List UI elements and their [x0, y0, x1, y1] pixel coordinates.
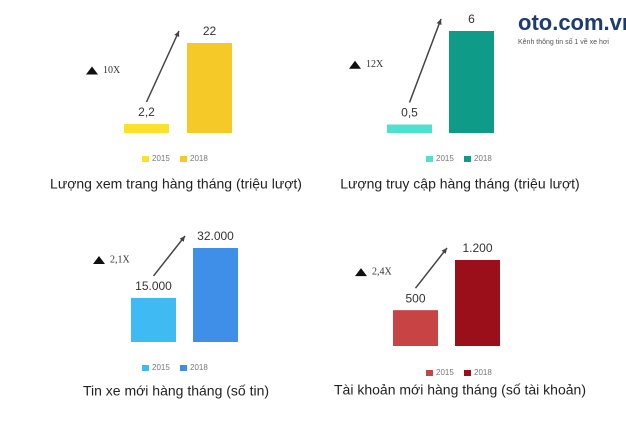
chart-title: Tài khoản mới hàng tháng (số tài khoản) — [334, 382, 586, 398]
legend-label: 2015 — [436, 368, 454, 377]
arrow-head — [436, 19, 442, 25]
arrow-head — [179, 236, 185, 242]
growth-annotation: 2,1X — [110, 254, 131, 265]
legend-label: 2018 — [190, 154, 208, 163]
growth-annotation: 10X — [103, 65, 121, 76]
bar — [131, 297, 176, 342]
logo: oto.com.vn — [518, 10, 626, 35]
arrow — [145, 30, 180, 103]
legend-label: 2018 — [474, 154, 492, 163]
triangle-icon — [86, 66, 98, 75]
chart-title: Lượng truy cập hàng tháng (triệu lượt) — [340, 176, 579, 192]
legend-swatch — [426, 156, 433, 162]
legend-label: 2015 — [436, 154, 454, 163]
value-label: 22 — [203, 24, 217, 38]
legend-swatch — [180, 365, 187, 371]
value-label: 15.000 — [135, 279, 172, 293]
legend-label: 2015 — [152, 363, 170, 372]
legend-swatch — [464, 370, 471, 376]
logo-tagline: Kênh thông tin số 1 về xe hơi — [518, 37, 609, 46]
bar — [455, 260, 500, 346]
bar — [193, 248, 238, 342]
arrow-head — [174, 31, 180, 37]
arrow-head — [441, 248, 447, 254]
legend-swatch — [142, 156, 149, 162]
legend-label: 2018 — [190, 363, 208, 372]
legend-swatch — [464, 156, 471, 162]
growth-annotation: 2,4X — [372, 266, 393, 277]
bar — [124, 124, 169, 133]
arrow — [414, 247, 448, 289]
triangle-icon — [93, 255, 105, 264]
growth-annotation: 12X — [366, 59, 384, 70]
bar — [387, 124, 432, 133]
value-label: 32.000 — [197, 229, 234, 243]
value-label: 0,5 — [401, 106, 418, 120]
bar — [449, 31, 494, 133]
value-label: 6 — [468, 12, 475, 26]
chart-title: Tin xe mới hàng tháng (số tin) — [83, 383, 269, 399]
arrow — [408, 18, 442, 103]
triangle-icon — [355, 268, 367, 277]
arrow — [152, 235, 186, 277]
bar — [187, 43, 232, 133]
chart-title: Lượng xem trang hàng tháng (triệu lượt) — [50, 176, 302, 192]
legend-swatch — [142, 365, 149, 371]
value-label: 500 — [405, 291, 425, 305]
legend-swatch — [180, 156, 187, 162]
legend-swatch — [426, 370, 433, 376]
triangle-icon — [349, 60, 361, 69]
value-label: 1.200 — [462, 241, 492, 255]
value-label: 2,2 — [138, 105, 155, 119]
legend-label: 2015 — [152, 154, 170, 163]
legend-label: 2018 — [474, 368, 492, 377]
bar — [393, 310, 438, 346]
